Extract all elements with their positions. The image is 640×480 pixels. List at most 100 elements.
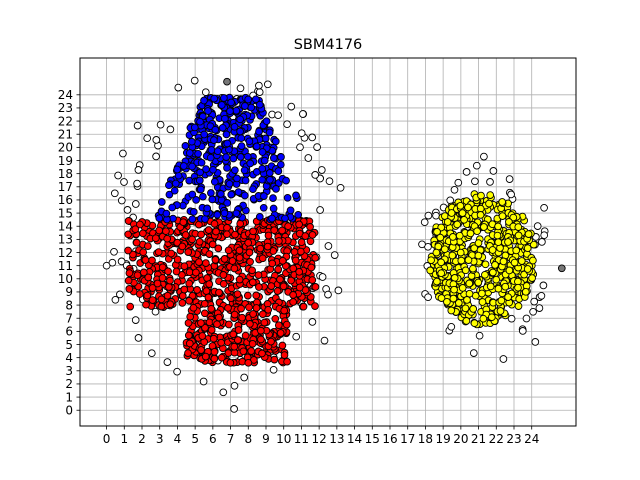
data-point-blue: [174, 171, 183, 180]
data-point-red: [248, 266, 256, 275]
data-point-red: [126, 302, 135, 311]
data-point-red: [193, 286, 201, 294]
data-point-yellow: [480, 223, 488, 231]
data-point-red: [256, 244, 265, 253]
data-point-yellow: [489, 268, 497, 277]
data-point-blue: [258, 148, 267, 156]
data-point-blue: [262, 117, 271, 126]
plot-frame: [79, 57, 577, 427]
data-point-yellow: [457, 256, 466, 265]
data-point-blue: [207, 189, 215, 197]
data-point-blue: [265, 169, 274, 177]
data-point-yellow: [492, 275, 501, 284]
data-point-yellow: [478, 289, 486, 298]
data-point-red: [244, 358, 253, 367]
data-point-white: [117, 257, 126, 266]
data-point-blue: [188, 215, 197, 224]
data-point-yellow: [447, 209, 456, 217]
data-point-white: [336, 183, 345, 192]
data-point-white: [320, 336, 329, 345]
data-point-white: [311, 171, 320, 179]
data-point-red: [185, 279, 194, 288]
data-point-white: [522, 314, 531, 323]
data-point-red: [267, 337, 275, 346]
data-point-yellow: [487, 313, 496, 322]
data-point-red: [252, 291, 261, 300]
data-point-red: [163, 291, 172, 300]
data-point-white: [472, 161, 481, 170]
data-point-yellow: [478, 298, 487, 306]
data-point-blue: [255, 127, 263, 136]
data-point-blue: [155, 214, 164, 223]
y-tick-label: 16: [58, 193, 73, 207]
data-point-blue: [206, 153, 215, 162]
data-point-red: [148, 256, 156, 265]
data-point-blue: [210, 136, 218, 144]
data-point-white: [201, 88, 210, 97]
data-point-red: [246, 257, 254, 266]
data-point-blue: [229, 154, 238, 163]
data-point-red: [273, 287, 282, 295]
data-point-yellow: [469, 305, 478, 313]
data-point-yellow: [464, 203, 472, 212]
y-tick-label: 9: [65, 285, 73, 299]
data-point-blue: [282, 176, 290, 185]
data-point-yellow: [437, 294, 446, 302]
data-point-yellow: [448, 251, 457, 260]
data-point-white: [255, 88, 264, 96]
data-point-red: [246, 320, 254, 328]
data-point-yellow: [479, 314, 488, 323]
data-point-red: [188, 235, 196, 244]
data-point-red: [260, 318, 269, 327]
data-point-blue: [200, 130, 209, 139]
x-tick-label: 2: [138, 432, 146, 446]
data-point-white: [119, 149, 127, 158]
data-point-white: [240, 373, 249, 382]
data-point-red: [148, 284, 157, 292]
data-point-blue: [197, 158, 206, 167]
data-point-blue: [223, 199, 232, 207]
data-point-red: [249, 227, 257, 236]
data-point-blue: [208, 195, 217, 204]
data-point-red: [311, 302, 319, 310]
data-point-red: [132, 238, 141, 247]
data-point-yellow: [437, 258, 445, 267]
x-tick-label: 15: [365, 432, 380, 446]
data-point-yellow: [494, 238, 503, 247]
data-point-blue: [210, 177, 219, 186]
data-point-white: [317, 166, 326, 174]
data-point-red: [254, 271, 263, 279]
data-point-red: [238, 313, 246, 322]
data-point-blue: [227, 190, 236, 199]
data-point-white: [313, 143, 321, 151]
data-point-yellow: [426, 266, 435, 275]
data-point-blue: [221, 114, 229, 123]
data-point-red: [155, 226, 164, 235]
data-point-red: [124, 230, 133, 239]
data-point-blue: [241, 102, 249, 110]
data-point-blue: [255, 212, 264, 221]
data-point-white: [539, 281, 548, 290]
data-point-red: [258, 349, 266, 358]
data-point-white: [318, 273, 327, 281]
data-point-red: [139, 268, 148, 277]
data-point-white: [424, 293, 432, 302]
data-point-red: [184, 319, 193, 327]
data-point-yellow: [469, 264, 477, 273]
data-point-red: [144, 242, 152, 250]
data-point-red: [198, 332, 207, 340]
data-point-blue: [258, 164, 267, 173]
data-point-red: [184, 248, 193, 256]
data-point-yellow: [528, 274, 536, 282]
data-point-yellow: [523, 244, 532, 253]
data-point-white: [538, 238, 546, 246]
data-point-red: [270, 226, 279, 235]
data-point-yellow: [494, 222, 502, 231]
data-point-red: [274, 265, 283, 274]
x-tick-label: 23: [506, 432, 521, 446]
data-point-yellow: [465, 279, 474, 288]
data-point-red: [217, 353, 226, 362]
data-point-red: [219, 271, 228, 279]
data-point-red: [201, 352, 210, 361]
data-point-red: [172, 267, 181, 276]
